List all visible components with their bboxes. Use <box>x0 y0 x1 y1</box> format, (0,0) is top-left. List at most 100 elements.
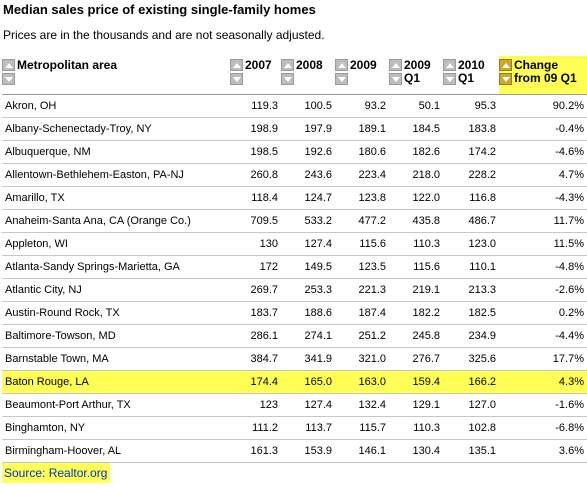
col-header-label: 2009 Q1 <box>404 59 431 85</box>
cell-metro: Appleton, WI <box>2 232 230 256</box>
cell-change: 4.7% <box>499 163 587 187</box>
cell-change: -4.8% <box>499 255 587 279</box>
col-header-label: 2009 <box>350 58 377 72</box>
cell-2010-q1: 116.8 <box>443 186 499 210</box>
cell-2007: 384.7 <box>230 347 281 371</box>
cell-2007: 118.4 <box>230 186 281 210</box>
col-header-change[interactable]: Change from 09 Q1 <box>499 56 587 95</box>
cell-change: -4.3% <box>499 186 587 210</box>
cell-change: 3.6% <box>499 439 587 463</box>
table-row: Appleton, WI 130 127.4 115.6 110.3 123.0 11.5% <box>2 232 587 256</box>
cell-2009: 187.4 <box>335 301 389 325</box>
col-header-2009[interactable]: 2009 <box>335 56 389 95</box>
cell-metro: Baltimore-Towson, MD <box>2 324 230 348</box>
cell-2009-q1: 129.1 <box>389 393 443 417</box>
cell-2009: 93.2 <box>335 94 389 118</box>
cell-metro: Binghamton, NY <box>2 416 230 440</box>
col-header-label: 2008 <box>296 58 323 72</box>
cell-2010-q1: 166.2 <box>443 370 499 394</box>
sort-down-arrow-icon[interactable] <box>2 73 15 85</box>
cell-2010-q1: 325.6 <box>443 347 499 371</box>
cell-2008: 153.9 <box>281 439 335 463</box>
cell-metro: Birmingham-Hoover, AL <box>2 439 230 463</box>
cell-2009: 477.2 <box>335 209 389 233</box>
sort-down-arrow-icon[interactable] <box>335 73 348 85</box>
col-header-line1: Change <box>514 58 559 72</box>
cell-2009-q1: 110.3 <box>389 416 443 440</box>
col-header-line2: Q1 <box>404 71 421 85</box>
cell-2009: 115.6 <box>335 232 389 256</box>
cell-metro: Amarillo, TX <box>2 186 230 210</box>
source-link[interactable]: Source: Realtor.org <box>2 463 110 483</box>
col-header-2010-q1[interactable]: 2010 Q1 <box>443 56 499 95</box>
cell-2009-q1: 122.0 <box>389 186 443 210</box>
cell-2009-q1: 130.4 <box>389 439 443 463</box>
cell-2010-q1: 183.8 <box>443 117 499 141</box>
sort-up-arrow-icon[interactable] <box>230 59 243 71</box>
sort-up-arrow-icon[interactable] <box>281 59 294 71</box>
table-row: Albany-Schenectady-Troy, NY 198.9 197.9 189… <box>2 117 587 141</box>
cell-2009-q1: 218.0 <box>389 163 443 187</box>
col-header-line1: 2009 <box>404 58 431 72</box>
cell-metro: Akron, OH <box>2 94 230 118</box>
sort-up-arrow-icon[interactable] <box>443 59 456 71</box>
cell-2009: 223.4 <box>335 163 389 187</box>
sort-up-arrow-icon[interactable] <box>2 59 15 71</box>
sort-down-arrow-icon[interactable] <box>443 73 456 85</box>
sort-up-arrow-icon[interactable] <box>389 59 402 71</box>
col-header-metro[interactable]: Metropolitan area <box>2 56 230 95</box>
table-row: Binghamton, NY 111.2 113.7 115.7 110.3 102.8-… <box>2 416 587 440</box>
col-header-2008[interactable]: 2008 <box>281 56 335 95</box>
cell-2010-q1: 228.2 <box>443 163 499 187</box>
cell-2009: 146.1 <box>335 439 389 463</box>
table-row: Amarillo, TX 118.4 124.7 123.8 122.0 116.8 -4.… <box>2 186 587 210</box>
cell-change: 90.2% <box>499 94 587 118</box>
table-row: Allentown-Bethlehem-Easton, PA-NJ 260.8 24… <box>2 163 587 187</box>
cell-2010-q1: 95.3 <box>443 94 499 118</box>
cell-metro: Anaheim-Santa Ana, CA (Orange Co.) <box>2 209 230 233</box>
cell-2008: 124.7 <box>281 186 335 210</box>
cell-2009-q1: 182.6 <box>389 140 443 164</box>
cell-change: 17.7% <box>499 347 587 371</box>
col-header-line2: Q1 <box>458 71 475 85</box>
cell-2007: 172 <box>230 255 281 279</box>
col-header-label: Metropolitan area <box>17 58 118 72</box>
cell-change: -4.6% <box>499 140 587 164</box>
cell-change: -1.6% <box>499 393 587 417</box>
cell-metro: Beaumont-Port Arthur, TX <box>2 393 230 417</box>
cell-2007: 198.9 <box>230 117 281 141</box>
table-title: Median sales price of existing single-fa… <box>3 2 316 17</box>
cell-2008: 188.6 <box>281 301 335 325</box>
cell-2009: 115.7 <box>335 416 389 440</box>
table-row: Beaumont-Port Arthur, TX 123 127.4 132.4 129… <box>2 393 587 417</box>
cell-2010-q1: 486.7 <box>443 209 499 233</box>
cell-2008: 127.4 <box>281 393 335 417</box>
cell-change: -2.6% <box>499 278 587 302</box>
cell-2008: 192.6 <box>281 140 335 164</box>
sort-up-arrow-icon[interactable] <box>335 59 348 71</box>
sort-down-arrow-icon[interactable] <box>281 73 294 85</box>
cell-2009: 189.1 <box>335 117 389 141</box>
sort-down-arrow-icon[interactable] <box>230 73 243 85</box>
cell-2008: 243.6 <box>281 163 335 187</box>
cell-2009-q1: 184.5 <box>389 117 443 141</box>
cell-metro: Baton Rouge, LA <box>2 370 230 394</box>
cell-2008: 274.1 <box>281 324 335 348</box>
cell-2007: 709.5 <box>230 209 281 233</box>
cell-2010-q1: 110.1 <box>443 255 499 279</box>
cell-2007: 111.2 <box>230 416 281 440</box>
cell-2009: 321.0 <box>335 347 389 371</box>
cell-2009: 251.2 <box>335 324 389 348</box>
cell-metro: Atlanta-Sandy Springs-Marietta, GA <box>2 255 230 279</box>
cell-2009-q1: 159.4 <box>389 370 443 394</box>
cell-metro: Atlantic City, NJ <box>2 278 230 302</box>
sort-down-arrow-icon[interactable] <box>499 73 512 85</box>
cell-2007: 183.7 <box>230 301 281 325</box>
cell-2007: 130 <box>230 232 281 256</box>
col-header-2007[interactable]: 2007 <box>230 56 281 95</box>
sort-up-arrow-icon[interactable] <box>499 59 512 71</box>
col-header-2009-q1[interactable]: 2009 Q1 <box>389 56 443 95</box>
sort-down-arrow-icon[interactable] <box>389 73 402 85</box>
cell-2010-q1: 182.5 <box>443 301 499 325</box>
cell-change: 0.2% <box>499 301 587 325</box>
